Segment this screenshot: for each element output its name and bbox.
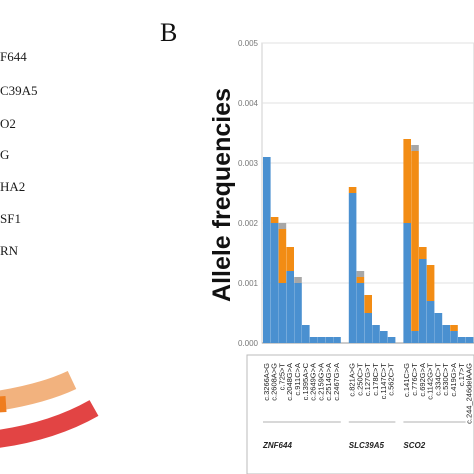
gene-label-7: RN: [0, 243, 19, 258]
bar-segment: [356, 277, 365, 283]
x-tick-label: c.821A>G: [348, 363, 357, 397]
x-tick-label: c.2159G>A: [316, 363, 325, 401]
bar-segment: [411, 151, 419, 331]
x-tick-label: c.419G>A: [449, 363, 458, 397]
bar-segment: [278, 229, 287, 283]
bar-segment: [434, 313, 443, 343]
bar-segment: [426, 265, 435, 301]
panel-label: B: [160, 18, 178, 47]
y-tick-label: 0.002: [238, 219, 259, 228]
x-tick-label: c.1142G>T: [426, 363, 435, 400]
bar-segment: [411, 331, 419, 343]
bar-segment: [450, 331, 458, 343]
bar-segment: [419, 259, 427, 343]
x-tick-label: c.334C>T: [433, 363, 442, 396]
bar-segment: [309, 337, 318, 343]
gene-label-4: G: [0, 147, 10, 162]
bar-segment: [286, 247, 294, 271]
gene-label-6: SF1: [0, 211, 21, 226]
x-tick-label: c.141C>G: [402, 363, 411, 397]
x-tick-label: c.2048G>A: [285, 363, 294, 401]
bar-segment: [302, 325, 310, 343]
y-axis-label: Allele frequencies: [208, 88, 236, 302]
bar-segment: [364, 295, 372, 313]
bar-segment: [348, 187, 357, 193]
bar-segment: [317, 337, 326, 343]
gene-group-label: ZNF644: [262, 441, 292, 450]
bar-segment: [348, 193, 357, 343]
x-tick-label: c.2608A>G: [270, 363, 279, 401]
x-tick-label: c.530C>T: [441, 363, 450, 396]
y-tick-label: 0.001: [238, 279, 259, 288]
x-tick-label: c.562C>T: [387, 363, 396, 396]
gene-label-5: HA2: [0, 179, 26, 194]
x-tick-label: c.2649G>A: [309, 363, 318, 401]
bar-segment: [286, 271, 294, 343]
bar-segment: [387, 337, 396, 343]
x-tick-label: c.250C>T: [355, 363, 364, 396]
bar-segment: [380, 331, 388, 343]
x-tick-label: c.2467G>A: [332, 363, 341, 401]
x-tick-label: c.776C>T: [410, 363, 419, 396]
bar-segment: [372, 325, 380, 343]
y-tick-label: 0.004: [238, 99, 259, 108]
x-tick-label: c.692G>A: [418, 363, 427, 397]
bar-segment: [333, 337, 341, 343]
y-tick-label: 0.005: [238, 39, 259, 48]
bar-segment: [294, 283, 302, 343]
y-tick-label: 0.003: [238, 159, 259, 168]
bar-segment: [294, 277, 302, 283]
gene-label-3: O2: [0, 116, 16, 131]
x-tick-label: c.3266A>G: [262, 363, 271, 401]
x-tick-label: c.178C>T: [371, 363, 380, 396]
bar-segment: [263, 157, 271, 343]
y-tick-label: 0.000: [238, 339, 259, 348]
x-tick-label: c.1147C>T: [379, 363, 388, 400]
bar-segment: [403, 223, 411, 343]
x-tick-label: c.911C>A: [293, 363, 302, 396]
bar-segment: [442, 325, 450, 343]
x-tick-label: c.1395A>C: [301, 362, 310, 400]
x-tick-label: c.17>T: [457, 363, 466, 387]
bar-segment: [403, 139, 411, 223]
bar-segment: [356, 283, 365, 343]
label-frame: [246, 354, 474, 474]
bar-segment: [458, 337, 466, 343]
bar-segment: [278, 223, 287, 229]
bar-segment: [356, 271, 365, 277]
x-tick-label: c.244_246delAAG: [465, 363, 474, 424]
bar-segment: [270, 223, 279, 343]
gene-label-1: F644: [0, 49, 27, 64]
bar-segment: [465, 337, 474, 343]
x-tick-label: c.2514G>A: [324, 363, 333, 401]
gene-label-2: C39A5: [0, 83, 38, 98]
bar-segment: [278, 283, 287, 343]
bar-segment: [411, 145, 419, 151]
bar-segment: [364, 313, 372, 343]
gene-group-label: SLC39A5: [349, 441, 385, 450]
x-tick-label: c.725>T: [277, 363, 286, 391]
x-tick-label: c.127G>T: [363, 363, 372, 397]
bar-segment: [325, 337, 333, 343]
bar-segment: [450, 325, 458, 331]
gene-group-label: SCO2: [403, 441, 425, 450]
bar-segment: [419, 247, 427, 259]
bar-segment: [426, 301, 435, 343]
bar-segment: [270, 217, 279, 223]
